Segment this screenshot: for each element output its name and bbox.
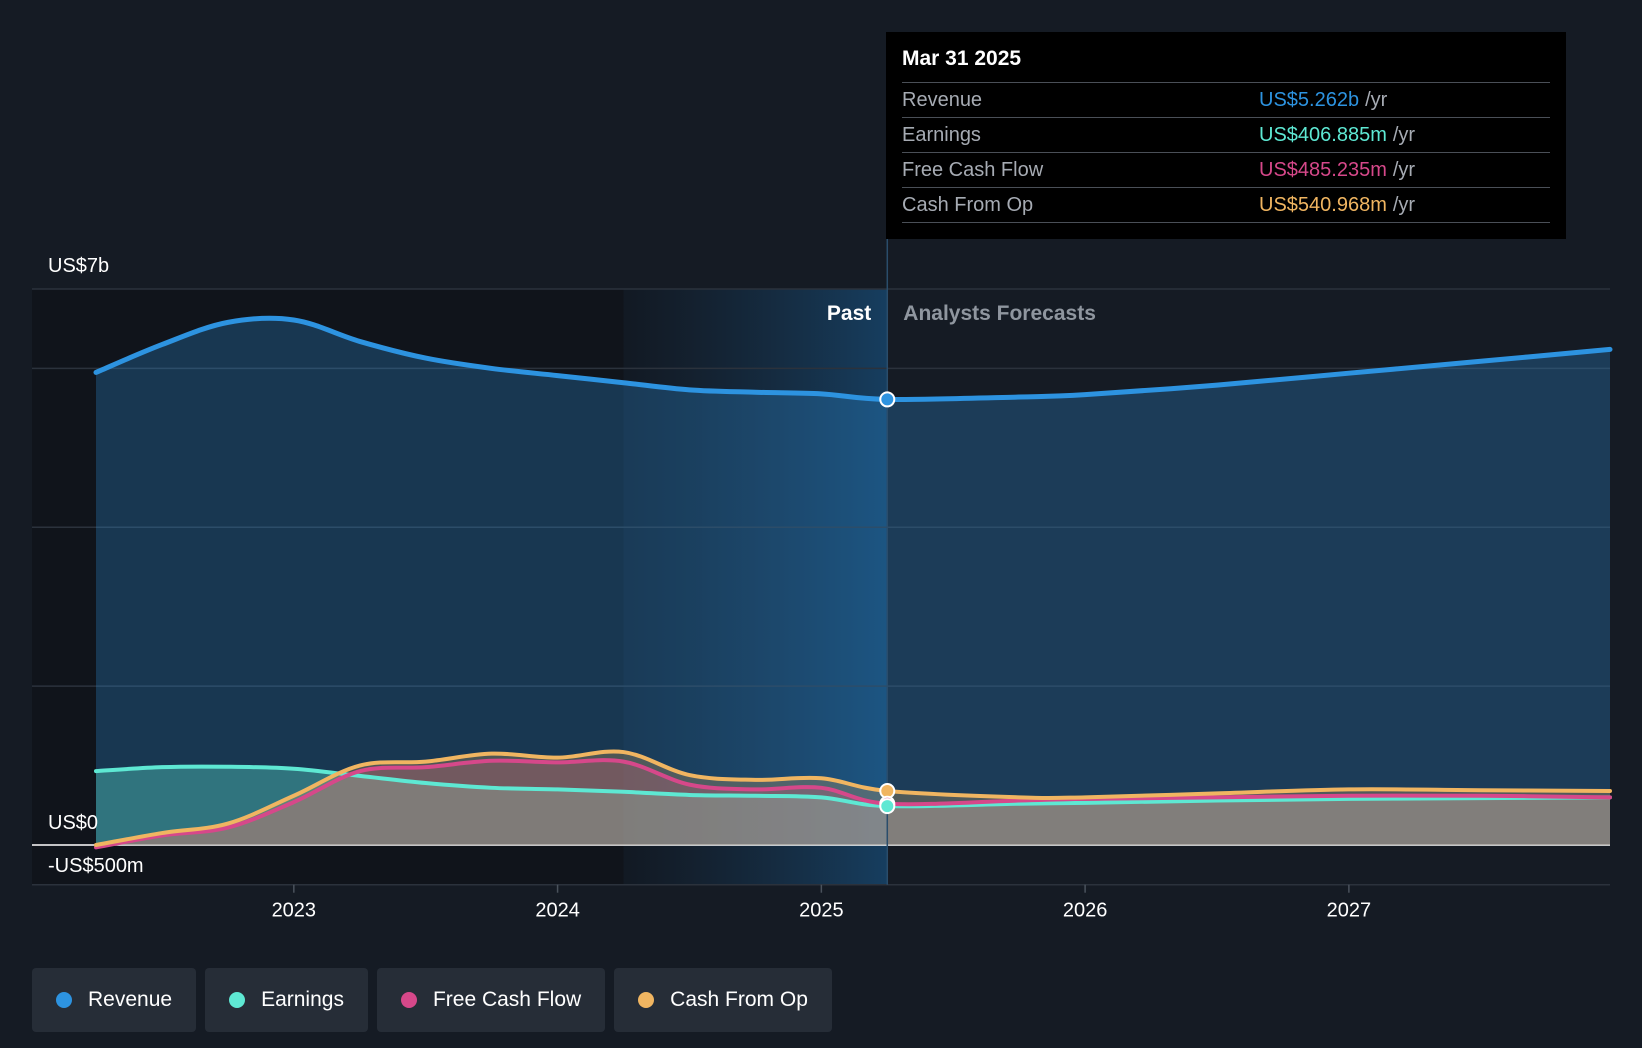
x-tick-label: 2024 <box>535 900 580 922</box>
legend-label: Earnings <box>261 988 344 1011</box>
legend: Revenue Earnings Free Cash Flow Cash Fro… <box>32 968 832 1032</box>
grid <box>32 288 1610 886</box>
tooltip-date: Mar 31 2025 <box>902 47 1022 70</box>
tooltip-label: Free Cash Flow <box>902 159 1044 181</box>
tooltip-label: Revenue <box>902 89 983 111</box>
legend-item-cash-from-op[interactable]: Cash From Op <box>614 968 832 1032</box>
current-markers <box>879 391 896 815</box>
legend-label: Free Cash Flow <box>432 988 582 1011</box>
tooltip-value: US$406.885m <box>1259 124 1387 146</box>
legend-dot-icon <box>400 992 417 1008</box>
revenue-area <box>96 318 1610 845</box>
legend-dot-icon <box>229 992 246 1008</box>
tooltip-label: Earnings <box>902 124 981 146</box>
tooltip-value: US$485.235m <box>1259 159 1387 181</box>
forecast-label: Analysts Forecasts <box>903 302 1096 325</box>
x-tick-label: 2027 <box>1327 900 1372 922</box>
tooltip-unit: /yr <box>1392 159 1416 181</box>
tooltip-unit: /yr <box>1365 89 1388 111</box>
y-label-zero: US$0 <box>48 812 98 834</box>
revenue-line <box>93 315 1613 402</box>
tooltip-row-earnings: Earnings US$406.885m /yr <box>902 117 1550 152</box>
legend-label: Revenue <box>88 988 173 1011</box>
legend-item-revenue[interactable]: Revenue <box>32 968 197 1032</box>
tooltip-label: Cash From Op <box>902 194 1034 216</box>
earnings-line <box>94 764 1612 809</box>
legend-item-earnings[interactable]: Earnings <box>205 968 368 1032</box>
x-tick-label: 2026 <box>1063 900 1108 922</box>
series-lines <box>93 315 1613 850</box>
x-tick-label: 2023 <box>272 900 317 922</box>
tooltip: Mar 31 2025 Revenue US$5.262b /yr Earnin… <box>886 32 1566 239</box>
tooltip-value: US$540.968m <box>1259 194 1387 216</box>
revenue-marker <box>879 391 896 408</box>
free-cash-flow-line <box>94 758 1612 850</box>
legend-label: Cash From Op <box>670 988 808 1011</box>
legend-item-free-cash-flow[interactable]: Free Cash Flow <box>376 968 606 1032</box>
tooltip-unit: /yr <box>1392 124 1416 146</box>
earnings-marker <box>879 798 896 815</box>
tooltip-unit: /yr <box>1392 194 1416 216</box>
tooltip-value: US$5.262b <box>1259 89 1360 111</box>
past-label: Past <box>827 302 871 325</box>
y-label-bottom: -US$500m <box>48 855 144 877</box>
y-label-top: US$7b <box>48 255 109 277</box>
earnings-area <box>96 766 1610 845</box>
tooltip-row-free-cash-flow: Free Cash Flow US$485.235m /yr <box>902 152 1550 187</box>
legend-dot-icon <box>56 992 72 1008</box>
x-axis-ticks: 2023 2024 2025 2026 2027 <box>272 884 1372 922</box>
x-tick-label: 2025 <box>799 900 844 922</box>
tooltip-row-cash-from-op: Cash From Op US$540.968m /yr <box>902 187 1550 223</box>
cash-from-op-line <box>94 749 1612 847</box>
tooltip-row-revenue: Revenue US$5.262b /yr <box>902 82 1550 117</box>
legend-dot-icon <box>638 992 655 1008</box>
